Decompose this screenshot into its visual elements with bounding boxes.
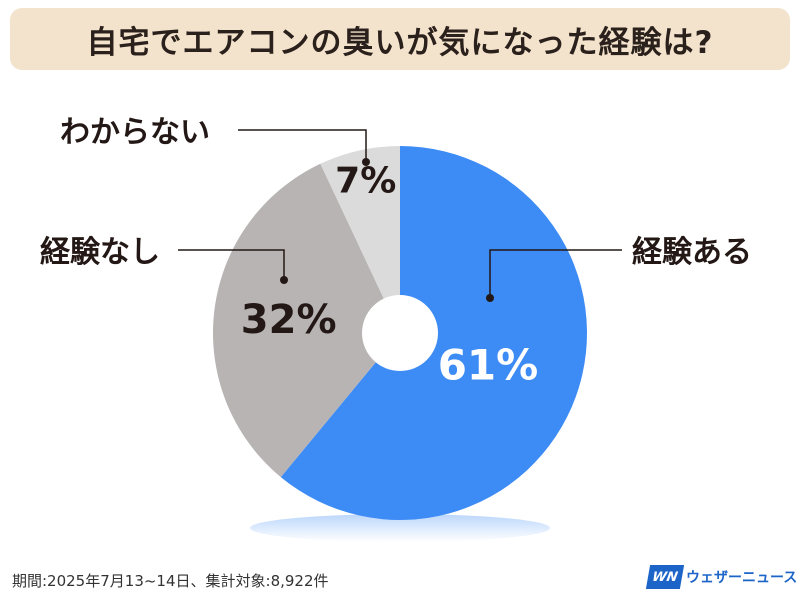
brand-logo: WN ウェザーニュース	[645, 562, 798, 592]
slice-value-label-2: 32%	[241, 297, 337, 343]
donut-hole	[362, 295, 438, 371]
pie-slice-2	[213, 163, 400, 478]
title-bar: 自宅でエアコンの臭いが気になった経験は?	[10, 8, 790, 70]
chart-reflection	[250, 514, 550, 542]
category-label-3: わからない	[60, 115, 210, 150]
category-label-2: 経験なし	[40, 235, 160, 270]
callout-line-1	[489, 249, 622, 298]
brand-name: ウェザーニュース	[686, 570, 798, 586]
pie-slice-3	[320, 146, 400, 333]
slice-value-label-1: 61%	[438, 340, 539, 389]
callout-dot-1	[486, 294, 494, 302]
callout-line-3	[238, 129, 367, 162]
slice-value-label-3: 7%	[335, 160, 396, 201]
callout-dot-3	[362, 158, 370, 166]
category-label-1: 経験ある	[632, 235, 752, 270]
callout-line-2	[178, 249, 285, 280]
weathernews-logo-icon: WN	[645, 565, 685, 589]
callout-dot-2	[280, 276, 288, 284]
chart-title: 自宅でエアコンの臭いが気になった経験は?	[86, 24, 714, 61]
survey-period-note: 期間:2025年7月13~14日、集計対象:8,922件	[12, 572, 329, 590]
